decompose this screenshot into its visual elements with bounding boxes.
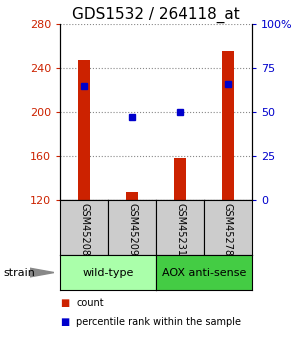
Polygon shape — [30, 268, 54, 277]
Bar — [126, 193, 138, 200]
Bar — [78, 60, 90, 200]
Text: AOX anti-sense: AOX anti-sense — [162, 268, 246, 277]
Bar — [222, 51, 234, 200]
Text: GSM45209: GSM45209 — [127, 203, 137, 256]
Bar — [174, 158, 186, 200]
Text: GSM45208: GSM45208 — [79, 203, 89, 256]
Text: GSM45278: GSM45278 — [223, 203, 233, 256]
Title: GDS1532 / 264118_at: GDS1532 / 264118_at — [72, 7, 240, 23]
Text: count: count — [76, 298, 104, 308]
Text: ■: ■ — [60, 298, 69, 308]
Text: wild-type: wild-type — [82, 268, 134, 277]
Text: GSM45231: GSM45231 — [175, 203, 185, 256]
Text: ■: ■ — [60, 317, 69, 327]
Text: strain: strain — [3, 268, 35, 277]
Text: percentile rank within the sample: percentile rank within the sample — [76, 317, 242, 327]
